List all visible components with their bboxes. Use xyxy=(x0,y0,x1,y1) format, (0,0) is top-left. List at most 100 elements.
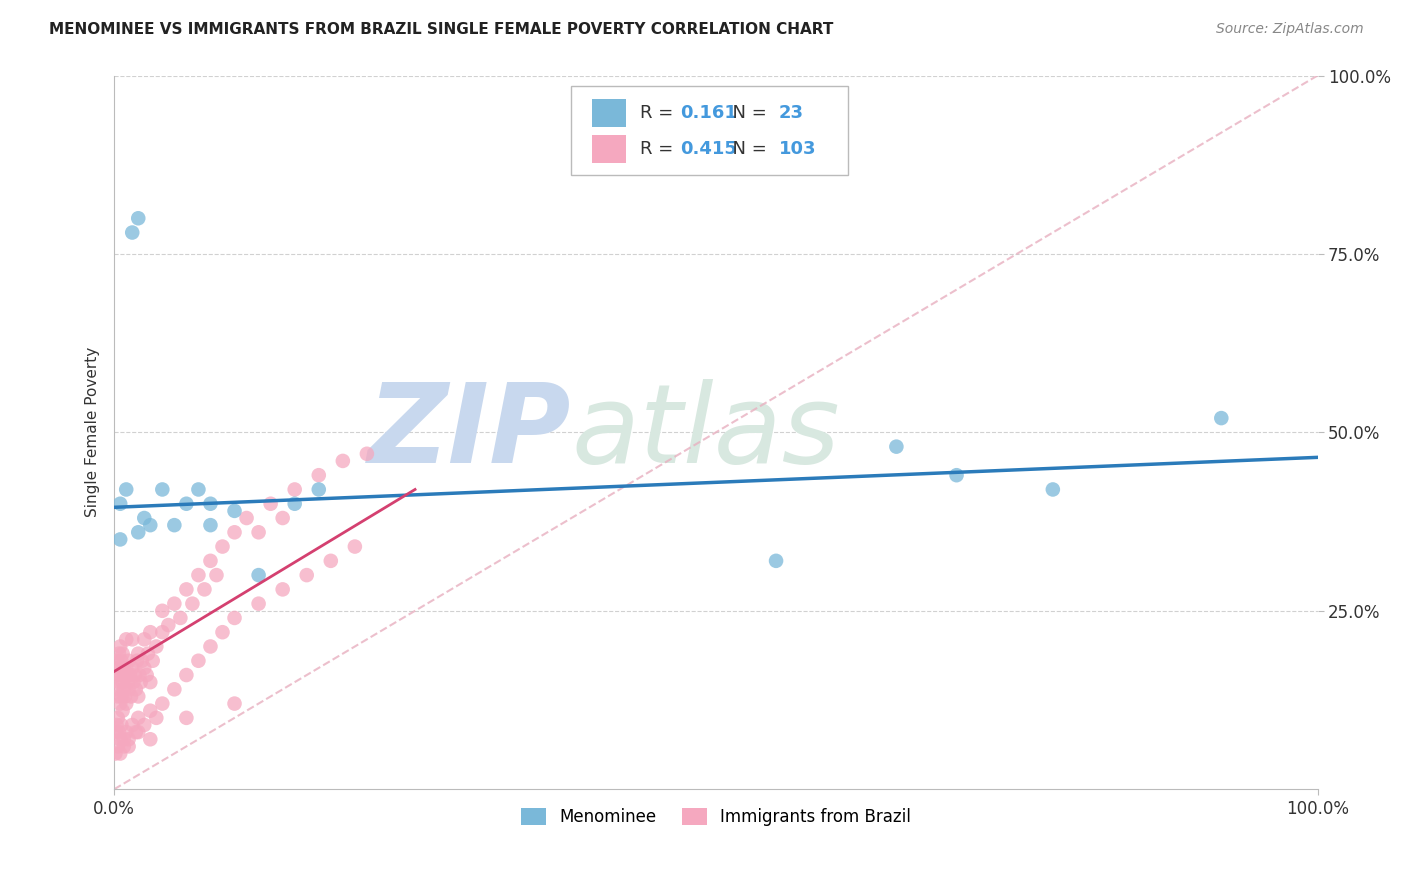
Point xyxy=(142,654,165,668)
Point xyxy=(187,483,209,497)
Point xyxy=(115,632,138,647)
Point xyxy=(112,739,135,754)
Point xyxy=(114,668,136,682)
Point xyxy=(108,668,131,682)
Point xyxy=(247,568,270,582)
Point xyxy=(886,440,908,454)
Point xyxy=(176,711,198,725)
Point xyxy=(136,647,159,661)
Point xyxy=(145,640,167,654)
Point xyxy=(105,682,128,697)
Point xyxy=(108,725,131,739)
Point xyxy=(105,718,128,732)
Point xyxy=(224,611,246,625)
Point xyxy=(134,511,156,525)
Point xyxy=(945,468,967,483)
Point xyxy=(104,668,127,682)
Point xyxy=(259,497,281,511)
Point xyxy=(319,554,342,568)
Point xyxy=(163,682,186,697)
Point xyxy=(193,582,215,597)
Point xyxy=(157,618,180,632)
Bar xyxy=(592,135,626,163)
Point xyxy=(127,711,149,725)
Point xyxy=(295,568,318,582)
Point xyxy=(107,739,129,754)
Point xyxy=(104,725,127,739)
Point xyxy=(112,682,135,697)
Text: Source: ZipAtlas.com: Source: ZipAtlas.com xyxy=(1216,22,1364,37)
Point xyxy=(125,725,148,739)
Point xyxy=(121,661,143,675)
Point xyxy=(284,483,307,497)
Point xyxy=(105,654,128,668)
Point xyxy=(176,497,198,511)
Point xyxy=(114,690,136,704)
Point xyxy=(343,540,366,554)
Text: 0.415: 0.415 xyxy=(679,140,737,158)
Point xyxy=(145,711,167,725)
Point xyxy=(134,718,156,732)
Point xyxy=(1042,483,1064,497)
Point xyxy=(308,483,330,497)
Point xyxy=(134,661,156,675)
Point xyxy=(150,697,173,711)
Point xyxy=(122,675,145,690)
Point xyxy=(115,483,138,497)
Point xyxy=(112,661,135,675)
Point xyxy=(125,654,148,668)
Point xyxy=(187,654,209,668)
Text: atlas: atlas xyxy=(571,379,841,486)
Point xyxy=(115,661,138,675)
Point xyxy=(224,697,246,711)
Point xyxy=(107,711,129,725)
Point xyxy=(117,739,139,754)
Point xyxy=(108,647,131,661)
Point xyxy=(115,725,138,739)
Point xyxy=(108,497,131,511)
Text: 103: 103 xyxy=(779,140,815,158)
Point xyxy=(120,690,142,704)
Point xyxy=(121,718,143,732)
Point xyxy=(187,568,209,582)
Point xyxy=(121,632,143,647)
Point xyxy=(150,625,173,640)
Point xyxy=(169,611,191,625)
Point xyxy=(211,540,233,554)
Point xyxy=(111,704,134,718)
Point xyxy=(111,675,134,690)
Point xyxy=(139,732,162,747)
Point xyxy=(127,211,149,226)
Point xyxy=(108,747,131,761)
Point xyxy=(107,661,129,675)
Point xyxy=(332,454,354,468)
Point xyxy=(271,511,294,525)
Point xyxy=(284,497,307,511)
Point xyxy=(124,668,146,682)
Point xyxy=(127,725,149,739)
Point xyxy=(110,690,132,704)
Point xyxy=(200,518,222,533)
Text: N =: N = xyxy=(721,140,772,158)
Point xyxy=(356,447,378,461)
Point xyxy=(108,697,131,711)
Point xyxy=(139,675,162,690)
Point xyxy=(107,690,129,704)
Point xyxy=(108,732,131,747)
Point xyxy=(211,625,233,640)
Point xyxy=(200,497,222,511)
Point xyxy=(150,604,173,618)
Point xyxy=(128,668,150,682)
Point xyxy=(118,668,141,682)
Point xyxy=(104,747,127,761)
Point xyxy=(117,732,139,747)
Point xyxy=(139,625,162,640)
Text: 0.161: 0.161 xyxy=(679,103,737,122)
Point xyxy=(765,554,787,568)
Point xyxy=(247,597,270,611)
Point xyxy=(112,732,135,747)
Point xyxy=(176,668,198,682)
Text: 23: 23 xyxy=(779,103,803,122)
Point xyxy=(135,668,157,682)
Point xyxy=(139,704,162,718)
